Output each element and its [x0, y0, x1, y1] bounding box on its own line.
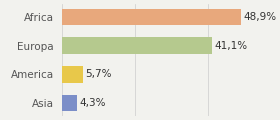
Bar	[62, 9, 241, 25]
Bar	[62, 95, 77, 111]
Bar	[62, 66, 83, 83]
Bar	[62, 37, 213, 54]
Text: 48,9%: 48,9%	[243, 12, 276, 22]
Text: 4,3%: 4,3%	[80, 98, 106, 108]
Text: 41,1%: 41,1%	[214, 41, 248, 51]
Text: 5,7%: 5,7%	[85, 69, 111, 79]
